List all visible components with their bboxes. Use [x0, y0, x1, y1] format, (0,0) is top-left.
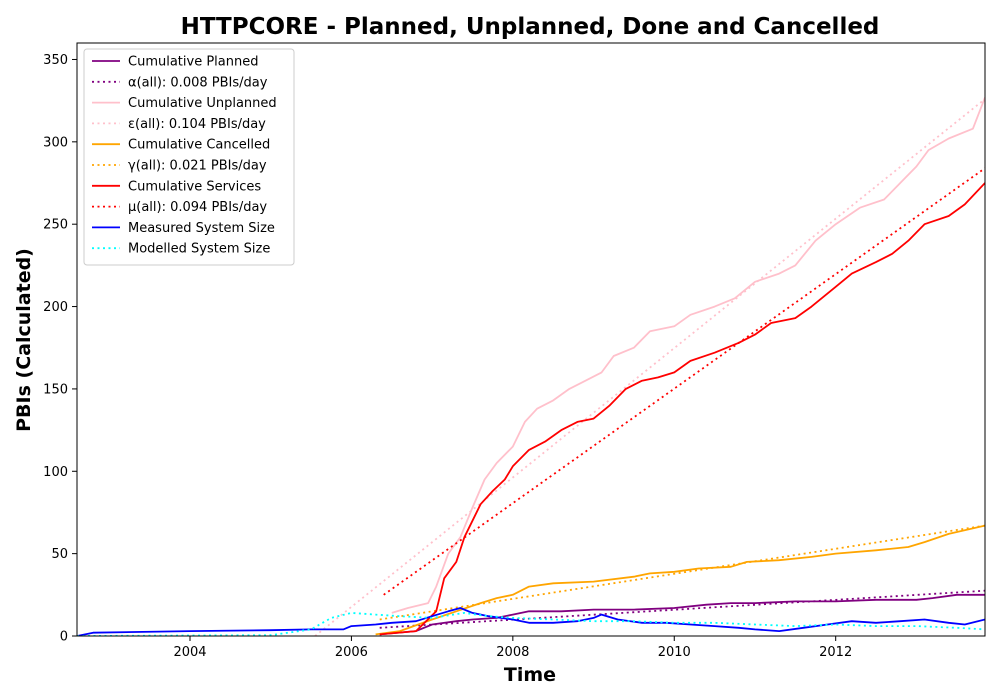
y-tick-label: 50 [51, 547, 68, 562]
y-tick-label: 300 [43, 135, 68, 150]
series-line-1 [379, 589, 985, 629]
y-tick-label: 200 [43, 300, 68, 315]
x-axis-label: Time [504, 664, 556, 686]
series-line-5 [379, 524, 985, 621]
x-tick-label: 2012 [819, 645, 852, 660]
legend-entry: Modelled System Size [128, 242, 270, 257]
legend-entry: Cumulative Planned [128, 55, 258, 70]
legend-entry: Cumulative Services [128, 179, 261, 194]
legend-box [83, 48, 295, 266]
legend: Cumulative Planned α(all): 0.008 PBIs/day… [83, 48, 295, 266]
chart-title: HTTPCORE - Planned, Unplanned, Done and … [181, 14, 880, 40]
x-tick-label: 2004 [173, 645, 206, 660]
plot-area: 2004 2006 2008 2010 2012 0 50 100 150 200 250 300 35… [43, 42, 986, 660]
legend-entry: ε(all): 0.104 PBIs/day [128, 117, 266, 132]
y-tick-label: 150 [43, 382, 68, 397]
x-tick-label: 2010 [658, 645, 691, 660]
series-line-9 [77, 612, 985, 636]
x-tick-label: 2006 [335, 645, 368, 660]
y-tick-label: 350 [43, 53, 68, 68]
legend-entry: Measured System Size [128, 221, 275, 236]
series-line-4 [375, 524, 985, 636]
y-tick-label: 100 [43, 465, 68, 480]
legend-entry: Cumulative Unplanned [128, 96, 277, 111]
legend-entry: μ(all): 0.094 PBIs/day [128, 200, 267, 215]
legend-entry: γ(all): 0.021 PBIs/day [128, 159, 267, 174]
legend-entry: α(all): 0.008 PBIs/day [128, 75, 268, 90]
series-line-7 [383, 167, 985, 596]
series-line-6 [379, 182, 985, 636]
y-tick-label: 0 [60, 630, 68, 645]
y-axis-label: PBIs (Calculated) [13, 248, 35, 432]
y-tick-label: 250 [43, 218, 68, 233]
legend-entry: Cumulative Cancelled [128, 138, 270, 153]
series-line-8 [77, 607, 985, 636]
series-line-3 [314, 98, 985, 636]
x-tick-label: 2008 [496, 645, 529, 660]
series-line-0 [379, 593, 985, 636]
series-line-2 [391, 97, 985, 614]
plot-frame [76, 42, 986, 637]
